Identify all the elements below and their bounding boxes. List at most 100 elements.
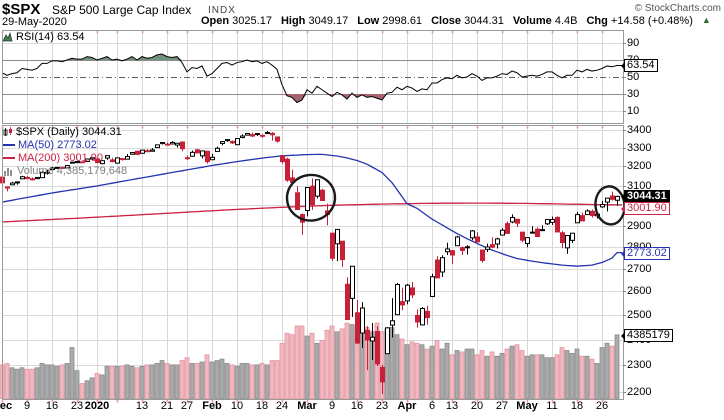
candle-body [440,257,445,273]
date-axis-label: 21 [160,400,174,412]
candle-body [575,214,580,224]
volume-bar [474,354,480,399]
candle-body [295,192,300,211]
candle-body [200,150,205,157]
volume-bar [414,342,420,399]
volume-bar [159,360,165,399]
volume-bar [204,354,210,399]
candlestick-icon [3,127,12,136]
volume-bar [544,357,550,399]
volume-bar [564,350,570,399]
volume-bar [99,374,105,399]
candle-body [320,189,325,201]
symbol-name: S&P 500 Large Cap Index [52,3,192,17]
candle-body [310,185,315,206]
volume-bar [144,364,150,399]
candle-body [220,141,225,144]
volume-bar [299,325,305,399]
date-axis-label: 27 [180,400,194,412]
volume-bar [234,365,240,399]
candle-body [165,143,170,146]
candle-body [120,158,125,161]
volume-bar [424,348,430,399]
volume-bar [439,348,445,399]
annotation-ellipse-1[interactable] [285,173,337,223]
volume-bar [79,383,85,399]
volume-legend: Volume 4,385,179,648 [3,165,127,177]
candle-body [60,166,65,169]
candle-body [150,149,155,152]
candle-body [555,216,560,233]
quote-open: Open 3025.17 [201,15,272,27]
volume-bar [594,363,600,399]
date-axis-label: Dec [0,400,13,412]
candle-body [175,142,180,146]
stockcharts-copyright-link[interactable]: © StockCharts.com [634,3,721,14]
rsi-oversold-fill [2,94,622,103]
price-axis-label: 3200 [627,160,652,172]
price-legend: $SPX (Daily) 3044.31 [3,126,122,138]
volume-bar [584,355,590,399]
volume-bar [189,363,195,399]
candle-body [110,159,115,163]
volume-bar [514,344,520,399]
volume-bar [399,338,405,399]
volume-bar [14,368,20,399]
volume-bar [104,365,110,399]
candle-body [400,301,405,306]
volume-bar [289,334,295,399]
date-axis-label: 2020 [84,400,110,412]
volume-bar [524,355,530,399]
price-axis-label: 3300 [627,142,652,154]
ma50-value-callout: 2773.02 [624,247,670,260]
candle-body [145,150,150,153]
volume-bar [229,364,235,399]
price-axis-label: 3100 [627,180,652,192]
quote-volume: Volume 4.4B [512,15,578,27]
candle-body [480,249,485,261]
volume-bar [124,364,130,399]
date-axis-label: Feb [202,400,222,412]
candle-body [85,158,90,162]
date-axis-label: 13 [445,400,459,412]
candle-body [415,314,420,323]
candle-body [390,320,395,326]
candle-body [395,283,400,316]
candle-body [375,331,380,365]
volume-bar [184,357,190,399]
volume-legend-label: Volume 4,385,179,648 [17,165,128,177]
volume-bar [259,363,265,399]
date-axis-label: 9 [23,400,31,412]
candle-body [470,230,475,239]
volume-bar [319,339,325,399]
volume-bar [284,332,290,399]
volume-bar [429,345,435,399]
candle-body [255,133,260,136]
candle-body [560,232,565,244]
candle-body [485,246,490,250]
candle-body [15,181,20,184]
date-axis-label: 18 [255,400,269,412]
volume-bar [539,354,545,399]
date-axis-label: Apr [397,400,417,412]
quote-row: Open 3025.17 High 3049.17 Low 2998.61 Close… [201,15,711,27]
volume-bar [39,363,45,399]
volume-bar [459,351,465,399]
candle-body [5,186,10,189]
volume-bar [169,364,175,399]
candle-body [355,312,360,344]
volume-bar [239,363,245,399]
volume-bar [59,364,65,399]
volume-bar [344,322,350,399]
candle-body [580,215,585,222]
candle-body [570,232,575,241]
volume-bar [179,360,185,399]
volume-bar [264,364,270,399]
volume-bar [194,363,200,399]
volume-bar [29,368,35,399]
volume-bar [559,347,565,399]
candle-body [90,157,95,160]
rsi-line [1,53,622,104]
candle-body [380,366,385,383]
candle-body [250,134,255,137]
